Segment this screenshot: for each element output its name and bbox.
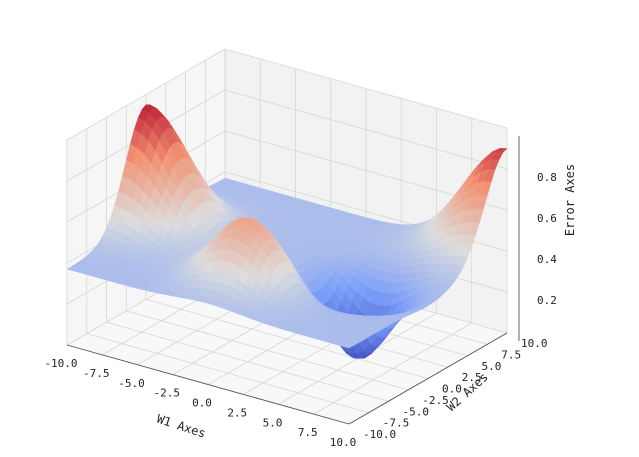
z-tick-label: 0.2 [537,294,557,307]
y-tick-label: -5.0 [403,405,430,418]
x-tick-label: -5.0 [118,377,145,390]
z-axis-label: Error Axes [563,164,577,236]
x-tick-label: -2.5 [154,387,181,400]
y-tick-label: 7.5 [501,348,521,361]
x-tick-label: -7.5 [83,367,110,380]
x-tick-label: 0.0 [192,397,212,410]
x-tick-label: 10.0 [330,436,357,449]
x-tick-label: 5.0 [263,416,283,429]
y-tick-label: -2.5 [422,394,449,407]
y-tick-label: -7.5 [383,417,410,430]
grid-line [66,48,226,141]
y-axis-line [348,332,508,425]
grid-line [145,299,429,379]
x-tick-label: -10.0 [44,357,77,370]
grid-line [313,322,472,415]
grid-line [278,312,437,405]
y-tick-label: 0.0 [442,383,462,396]
z-tick-label: 0.4 [537,253,557,266]
y-tick-label: 2.5 [462,371,482,384]
tick-labels: -10.0-7.5-5.0-2.50.02.55.07.510.0-10.0-7… [44,171,557,449]
x-axis-line [66,344,350,425]
grid-line [224,48,508,129]
y-tick-label: 5.0 [482,360,502,373]
surface-patch [341,343,354,349]
y-tick-label: 10.0 [521,337,548,350]
x-tick-label: 7.5 [298,426,318,439]
error-surface [66,104,508,359]
y-tick-label: -10.0 [363,428,396,441]
x-tick-label: 2.5 [227,406,247,419]
z-tick-label: 0.6 [537,212,557,225]
z-tick-label: 0.8 [537,171,557,184]
x-axis-label: W1 Axes [155,412,207,441]
axis-lines [66,136,520,425]
grid-line [224,89,508,170]
